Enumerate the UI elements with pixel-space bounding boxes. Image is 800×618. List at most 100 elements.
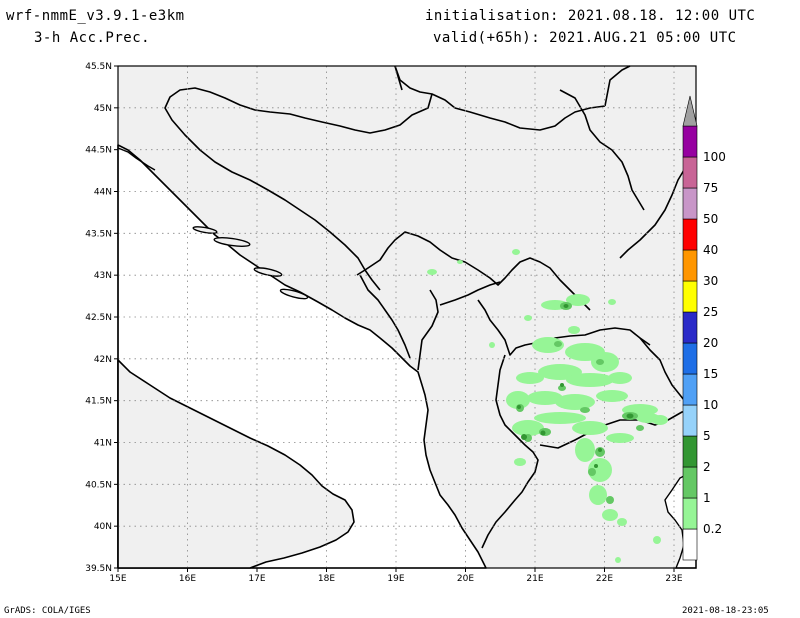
precip-light-area: [566, 294, 590, 306]
colorbar-label: 30: [703, 274, 718, 288]
precip-light-area: [608, 299, 616, 305]
lat-label: 45N: [94, 104, 112, 114]
colorbar-segment: [682, 249, 698, 282]
lat-label: 40N: [94, 522, 112, 532]
precipitation-field: [427, 249, 668, 563]
colorbar-label: 20: [703, 336, 718, 350]
colorbar-label: 2: [703, 460, 711, 474]
lat-label: 41.5N: [85, 397, 112, 407]
colorbar-label: 75: [703, 181, 718, 195]
colorbar-label: 0.2: [703, 522, 722, 536]
colorbar-label: 15: [703, 367, 718, 381]
precip-light-area: [653, 536, 661, 544]
precip-light-area: [555, 394, 595, 410]
colorbar-segment: [682, 342, 698, 375]
colorbar-segment: [682, 373, 698, 406]
precip-light-area: [457, 260, 463, 264]
colorbar-segment: [682, 435, 698, 468]
colorbar-label: 100: [703, 150, 726, 164]
precip-light-area: [591, 352, 619, 372]
colorbar-label: 25: [703, 305, 718, 319]
lon-label: 19E: [387, 574, 404, 584]
precip-light-area: [516, 372, 544, 384]
lat-label: 43N: [94, 271, 112, 281]
field-name: 3-h Acc.Prec.: [34, 30, 151, 46]
colorbar-label: 40: [703, 243, 718, 257]
plot-timestamp: 2021-08-18-23:05: [682, 606, 769, 616]
precip-light-area: [532, 337, 564, 353]
lat-label: 45.5N: [85, 62, 112, 72]
precip-light-area: [588, 458, 612, 482]
colorbar-segment: [682, 156, 698, 189]
lat-label: 39.5N: [85, 564, 112, 574]
lat-label: 44N: [94, 188, 112, 198]
precip-moderate-area: [554, 341, 562, 347]
precip-light-area: [512, 249, 520, 255]
precip-light-area: [575, 438, 595, 462]
precip-light-area: [568, 326, 580, 334]
precip-heavy-area: [521, 434, 527, 440]
colorbar-label: 5: [703, 429, 711, 443]
lat-label: 40.5N: [85, 480, 112, 490]
axes: 45.5N 45N 44.5N 44N 43.5N 43N 42.5N 42N 41.5N 41N…: [85, 62, 683, 584]
colorbar-segment: [682, 528, 698, 561]
lon-label: 22E: [596, 574, 613, 584]
grads-credit: GrADS: COLA/IGES: [4, 606, 91, 616]
precip-light-area: [596, 390, 628, 402]
precip-moderate-area: [558, 385, 566, 391]
colorbar-segment: [682, 404, 698, 437]
precip-heavy-area: [626, 413, 634, 419]
precip-light-area: [615, 557, 621, 563]
lon-label: 15E: [109, 574, 126, 584]
precip-moderate-area: [636, 425, 644, 431]
precip-heavy-area: [560, 383, 564, 387]
lat-label: 44.5N: [85, 146, 112, 156]
precip-moderate-area: [596, 359, 604, 365]
precip-light-area: [652, 415, 668, 425]
italy-coast: [117, 359, 355, 569]
precip-light-area: [512, 420, 544, 436]
colorbar-label: 50: [703, 212, 718, 226]
colorbar-segment: [682, 497, 698, 530]
precip-light-area: [617, 518, 627, 526]
precip-light-area: [566, 373, 614, 387]
precip-heavy-area: [594, 464, 598, 468]
precip-light-area: [606, 433, 634, 443]
precip-light-area: [506, 391, 530, 409]
lat-label: 41N: [94, 439, 112, 449]
lon-label: 16E: [179, 574, 196, 584]
colorbar-segment: [682, 187, 698, 220]
precip-light-area: [527, 391, 563, 405]
precip-light-area: [602, 509, 618, 521]
colorbar-segment: [682, 218, 698, 251]
precip-light-area: [589, 485, 607, 505]
colorbar-top-arrow: [682, 95, 698, 127]
precip-moderate-area: [580, 407, 590, 413]
precip-moderate-area: [588, 468, 596, 476]
colorbar-label: 1: [703, 491, 711, 505]
valid-time: valid(+65h): 2021.AUG.21 05:00 UTC: [433, 30, 737, 46]
colorbar-segment: [682, 125, 698, 158]
precip-light-area: [489, 342, 495, 348]
precip-light-area: [534, 412, 586, 424]
colorbar-segment: [682, 466, 698, 499]
lon-label: 21E: [526, 574, 543, 584]
colorbar-segment: [682, 280, 698, 313]
lat-label: 42N: [94, 355, 112, 365]
lat-label: 43.5N: [85, 229, 112, 239]
precip-light-area: [524, 315, 532, 321]
lon-label: 18E: [318, 574, 335, 584]
precip-light-area: [572, 421, 608, 435]
colorbar-segment: [682, 311, 698, 344]
precip-light-area: [427, 269, 437, 275]
precip-heavy-area: [563, 304, 569, 308]
lat-label: 42.5N: [85, 313, 112, 323]
init-time: initialisation: 2021.08.18. 12:00 UTC: [425, 8, 756, 24]
model-name: wrf-nmmE_v3.9.1-e3km: [6, 8, 185, 24]
precip-heavy-area: [517, 405, 521, 409]
precip-light-area: [514, 458, 526, 466]
lon-label: 20E: [457, 574, 474, 584]
grid-lines: [118, 66, 696, 568]
